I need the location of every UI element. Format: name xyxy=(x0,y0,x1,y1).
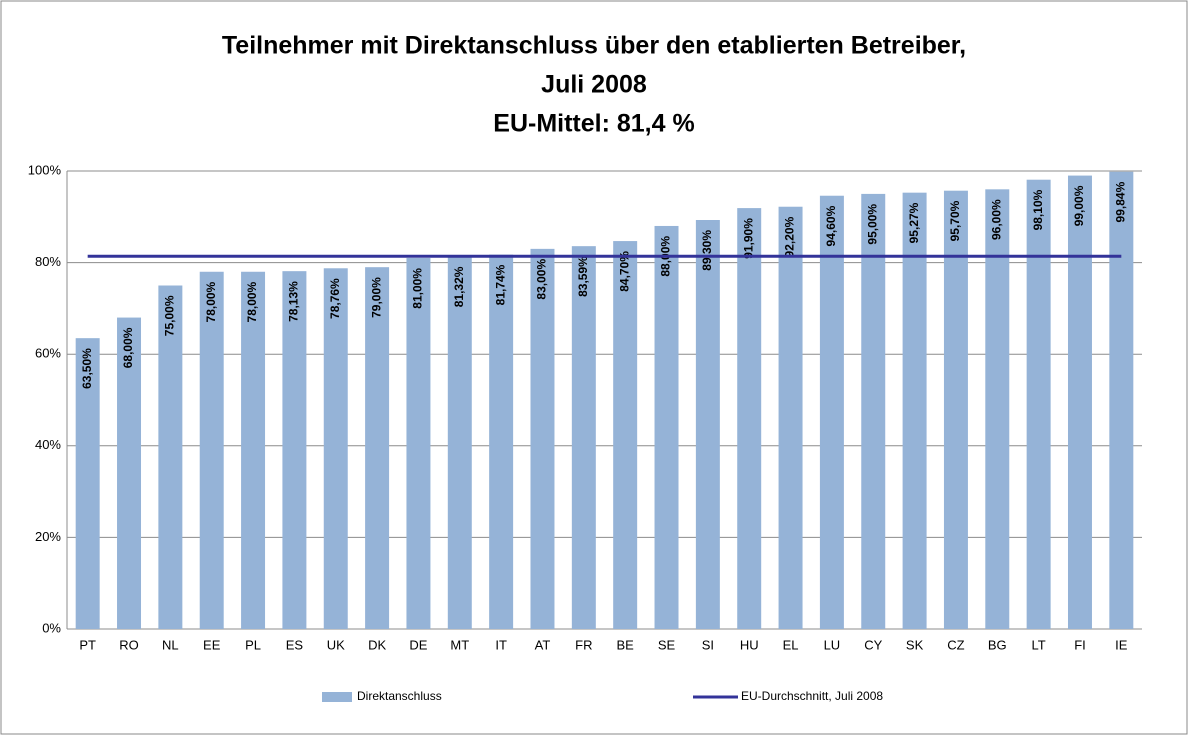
data-label: 94,60% xyxy=(824,205,838,246)
data-label: 91,90% xyxy=(741,218,755,259)
y-tick-label: 80% xyxy=(35,254,61,269)
bar xyxy=(323,268,348,629)
bar xyxy=(571,246,596,629)
bar xyxy=(902,192,927,630)
bar xyxy=(406,258,431,629)
bar xyxy=(282,271,307,629)
y-tick-label: 0% xyxy=(42,620,61,635)
x-tick-label: SE xyxy=(658,637,676,652)
x-tick-label: FI xyxy=(1074,637,1086,652)
bar xyxy=(1109,171,1134,630)
data-label: 63,50% xyxy=(80,348,94,389)
x-tick-label: EE xyxy=(203,637,221,652)
x-tick-label: MT xyxy=(450,637,469,652)
x-tick-label: SK xyxy=(906,637,924,652)
data-label: 92,20% xyxy=(783,216,797,257)
y-tick-label: 20% xyxy=(35,529,61,544)
data-label: 78,76% xyxy=(328,278,342,319)
bar xyxy=(861,193,886,629)
bar xyxy=(365,267,390,629)
bar xyxy=(117,317,142,629)
bar xyxy=(447,256,472,629)
x-tick-label: FR xyxy=(575,637,592,652)
data-label: 99,84% xyxy=(1113,181,1127,222)
y-tick-label: 40% xyxy=(35,437,61,452)
data-label: 99,00% xyxy=(1072,185,1086,226)
x-tick-label: DK xyxy=(368,637,386,652)
x-tick-label: SI xyxy=(702,637,714,652)
y-tick-label: 60% xyxy=(35,346,61,361)
data-label: 75,00% xyxy=(163,295,177,336)
data-label: 81,00% xyxy=(411,268,425,309)
bar xyxy=(778,206,803,629)
legend-label: Direktanschluss xyxy=(357,689,442,703)
data-label: 83,00% xyxy=(535,259,549,300)
bar xyxy=(75,338,100,629)
x-tick-label: LU xyxy=(824,637,841,652)
bar xyxy=(613,241,638,629)
data-label: 81,32% xyxy=(452,266,466,307)
data-label: 68,00% xyxy=(121,327,135,368)
x-tick-label: ES xyxy=(286,637,304,652)
bar xyxy=(737,208,762,629)
x-tick-label: LT xyxy=(1032,637,1046,652)
chart-title: EU-Mittel: 81,4 % xyxy=(493,110,694,138)
bar xyxy=(819,195,844,629)
x-tick-label: BG xyxy=(988,637,1007,652)
data-label: 95,00% xyxy=(865,204,879,245)
x-tick-label: EL xyxy=(783,637,799,652)
legend-label: EU-Durchschnitt, Juli 2008 xyxy=(741,689,883,703)
bar xyxy=(199,271,224,629)
x-tick-label: PT xyxy=(79,637,96,652)
x-tick-label: IE xyxy=(1115,637,1128,652)
x-tick-label: HU xyxy=(740,637,759,652)
x-tick-label: PL xyxy=(245,637,261,652)
data-label: 79,00% xyxy=(369,277,383,318)
bar xyxy=(241,271,266,629)
data-label: 78,00% xyxy=(204,281,218,322)
bar xyxy=(943,190,968,629)
chart-title: Teilnehmer mit Direktanschluss über den … xyxy=(222,32,966,60)
data-label: 98,10% xyxy=(1031,189,1045,230)
data-label: 89,30% xyxy=(700,230,714,271)
x-tick-label: NL xyxy=(162,637,179,652)
data-label: 78,00% xyxy=(245,281,259,322)
x-tick-label: UK xyxy=(327,637,345,652)
bar xyxy=(530,248,555,630)
bar xyxy=(695,220,720,630)
chart-title: Juli 2008 xyxy=(541,71,647,99)
data-label: 95,70% xyxy=(948,200,962,241)
bar xyxy=(1067,175,1092,629)
x-tick-label: IT xyxy=(495,637,507,652)
x-tick-label: DE xyxy=(409,637,427,652)
bar xyxy=(985,189,1010,629)
bar xyxy=(1026,179,1051,629)
bar xyxy=(158,285,183,629)
x-tick-label: RO xyxy=(119,637,139,652)
data-label: 95,27% xyxy=(907,202,921,243)
data-label: 83,59% xyxy=(576,256,590,297)
data-label: 78,13% xyxy=(287,281,301,322)
y-tick-label: 100% xyxy=(28,162,62,177)
data-label: 84,70% xyxy=(617,251,631,292)
x-tick-label: BE xyxy=(617,637,635,652)
x-tick-label: CZ xyxy=(947,637,964,652)
bar xyxy=(489,254,514,629)
legend-swatch xyxy=(322,692,352,702)
x-tick-label: AT xyxy=(535,637,551,652)
x-tick-label: CY xyxy=(864,637,882,652)
data-label: 96,00% xyxy=(989,199,1003,240)
bar xyxy=(654,225,679,629)
data-label: 81,74% xyxy=(493,264,507,305)
